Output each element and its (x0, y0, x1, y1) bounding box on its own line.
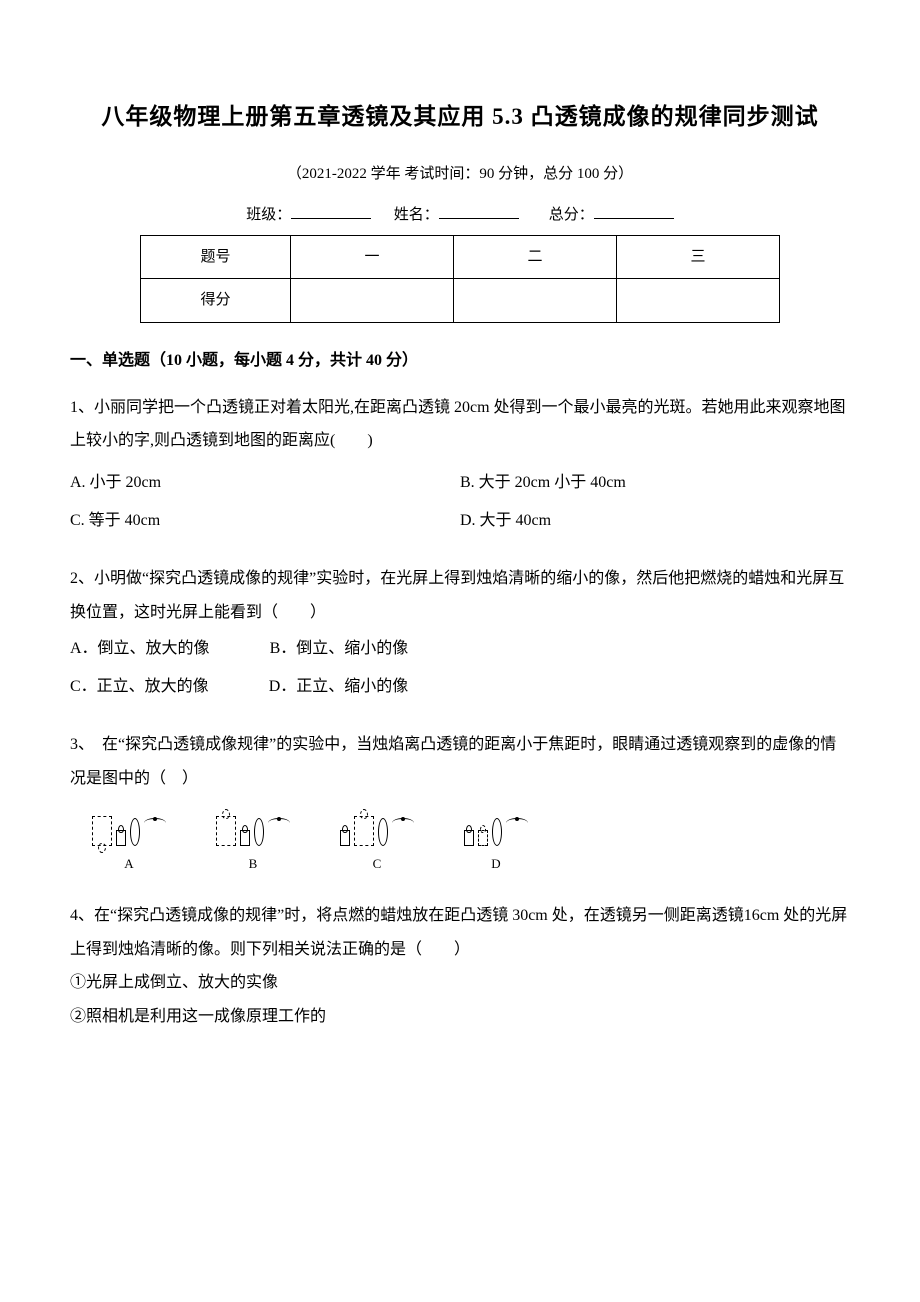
q4-statement-2: ②照相机是利用这一成像原理工作的 (70, 1000, 850, 1034)
class-label: 班级： (246, 207, 291, 223)
table-row: 题号 一 二 三 (141, 235, 780, 279)
td-one[interactable] (291, 279, 454, 323)
candle-icon (464, 830, 474, 846)
virtual-image-icon (216, 816, 236, 846)
score-table: 题号 一 二 三 得分 (140, 235, 780, 323)
th-one: 一 (291, 235, 454, 279)
virtual-image-icon (478, 830, 488, 846)
diagram-label-C: C (373, 850, 382, 877)
td-three[interactable] (617, 279, 780, 323)
q3-diagrams: A B C (92, 808, 850, 877)
td-two[interactable] (454, 279, 617, 323)
question-1: 1、小丽同学把一个凸透镜正对着太阳光,在距离凸透镜 20cm 处得到一个最小最亮… (70, 391, 850, 541)
q2-optB: B．倒立、缩小的像 (270, 630, 409, 668)
virtual-image-icon (354, 816, 374, 846)
td-label: 得分 (141, 279, 291, 323)
q1-optD: D. 大于 40cm (460, 502, 850, 540)
q2-optD: D．正立、缩小的像 (269, 668, 409, 706)
question-4: 4、在“探究凸透镜成像的规律”时，将点燃的蜡烛放在距凸透镜 30cm 处，在透镜… (70, 899, 850, 1033)
eye-icon (392, 818, 414, 828)
class-blank[interactable] (291, 203, 371, 219)
q4-statement-1: ①光屏上成倒立、放大的实像 (70, 966, 850, 1000)
score-blank[interactable] (594, 203, 674, 219)
q2-stem: 2、小明做“探究凸透镜成像的规律”实验时，在光屏上得到烛焰清晰的缩小的像，然后他… (70, 562, 850, 629)
lens-icon (254, 818, 264, 846)
th-label: 题号 (141, 235, 291, 279)
lens-icon (130, 818, 140, 846)
eye-icon (268, 818, 290, 828)
candle-icon (340, 830, 350, 846)
page-title: 八年级物理上册第五章透镜及其应用 5.3 凸透镜成像的规律同步测试 (70, 100, 850, 135)
q1-optB: B. 大于 20cm 小于 40cm (460, 464, 850, 502)
q2-optA: A．倒立、放大的像 (70, 630, 210, 668)
question-2: 2、小明做“探究凸透镜成像的规律”实验时，在光屏上得到烛焰清晰的缩小的像，然后他… (70, 562, 850, 706)
q3-stem: 3、 在“探究凸透镜成像规律”的实验中，当烛焰离凸透镜的距离小于焦距时，眼睛通过… (70, 728, 850, 795)
score-label: 总分： (549, 207, 594, 223)
diagram-D: D (464, 808, 528, 877)
th-two: 二 (454, 235, 617, 279)
diagram-label-D: D (491, 850, 500, 877)
q1-optC: C. 等于 40cm (70, 502, 460, 540)
diagram-C: C (340, 808, 414, 877)
exam-info: （2021-2022 学年 考试时间：90 分钟，总分 100 分） (70, 163, 850, 186)
eye-icon (506, 818, 528, 828)
table-row: 得分 (141, 279, 780, 323)
section-heading: 一、单选题（10 小题，每小题 4 分，共计 40 分） (70, 349, 850, 373)
eye-icon (144, 818, 166, 828)
lens-icon (492, 818, 502, 846)
virtual-image-icon (92, 816, 112, 846)
question-3: 3、 在“探究凸透镜成像规律”的实验中，当烛焰离凸透镜的距离小于焦距时，眼睛通过… (70, 728, 850, 876)
lens-icon (378, 818, 388, 846)
q1-stem: 1、小丽同学把一个凸透镜正对着太阳光,在距离凸透镜 20cm 处得到一个最小最亮… (70, 391, 850, 458)
q4-stem: 4、在“探究凸透镜成像的规律”时，将点燃的蜡烛放在距凸透镜 30cm 处，在透镜… (70, 899, 850, 966)
name-label: 姓名： (394, 207, 439, 223)
diagram-label-B: B (249, 850, 258, 877)
name-blank[interactable] (439, 203, 519, 219)
fill-blanks-line: 班级： 姓名： 总分： (70, 203, 850, 227)
diagram-A: A (92, 808, 166, 877)
diagram-B: B (216, 808, 290, 877)
q1-optA: A. 小于 20cm (70, 464, 460, 502)
diagram-label-A: A (124, 850, 133, 877)
candle-icon (116, 830, 126, 846)
candle-icon (240, 830, 250, 846)
th-three: 三 (617, 235, 780, 279)
q2-optC: C．正立、放大的像 (70, 668, 209, 706)
